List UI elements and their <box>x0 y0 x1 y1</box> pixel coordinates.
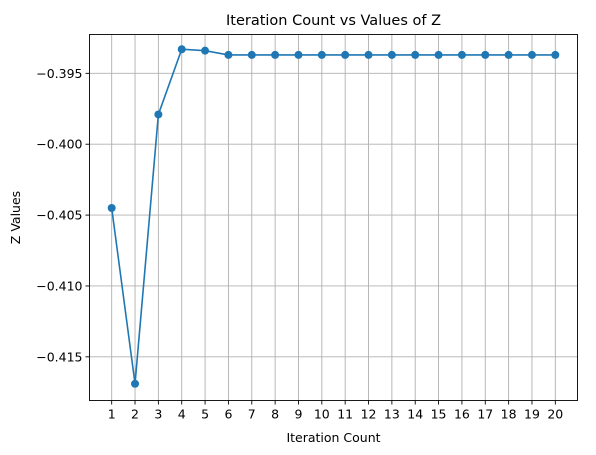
series-layer <box>107 45 560 388</box>
data-point <box>551 50 560 59</box>
data-point <box>364 50 373 59</box>
x-tick-label: 14 <box>407 407 423 422</box>
y-axis-label: Z Values <box>8 191 23 244</box>
y-tick-label: −0.415 <box>36 349 82 364</box>
x-tick-label: 16 <box>454 407 470 422</box>
series-line <box>110 48 556 384</box>
data-point <box>317 50 326 59</box>
x-tick-label: 5 <box>201 407 209 422</box>
x-tick-label: 6 <box>224 407 232 422</box>
x-tick-label: 1 <box>108 407 116 422</box>
data-point <box>341 50 350 59</box>
x-tick-label: 20 <box>547 407 563 422</box>
y-tick-label: −0.410 <box>36 278 82 293</box>
x-tick-label: 19 <box>524 407 540 422</box>
x-tick-label: 8 <box>271 407 279 422</box>
y-tick-label: −0.400 <box>36 137 82 152</box>
chart-title: Iteration Count vs Values of Z <box>226 13 441 29</box>
data-point <box>434 50 443 59</box>
x-tick-label: 15 <box>431 407 447 422</box>
x-tick-label: 18 <box>501 407 517 422</box>
data-point <box>457 50 466 59</box>
data-point <box>131 379 140 388</box>
data-point <box>154 110 163 119</box>
x-tick-label: 17 <box>477 407 493 422</box>
x-tick-label: 11 <box>337 407 353 422</box>
data-point <box>481 50 490 59</box>
data-point <box>224 50 233 59</box>
data-point <box>107 204 116 213</box>
x-tick-label: 13 <box>384 407 400 422</box>
x-tick-label: 2 <box>131 407 139 422</box>
x-tick-label: 10 <box>314 407 330 422</box>
x-tick-label: 9 <box>294 407 302 422</box>
data-point <box>527 50 536 59</box>
grid <box>89 34 578 401</box>
data-point <box>271 50 280 59</box>
data-point <box>177 45 186 54</box>
data-point <box>411 50 420 59</box>
data-point <box>294 50 303 59</box>
plot-frame <box>89 34 578 401</box>
x-tick-label: 3 <box>154 407 162 422</box>
data-point <box>247 50 256 59</box>
data-point <box>387 50 396 59</box>
x-axis-label: Iteration Count <box>286 430 380 445</box>
ticks: 1 2 3 4 5 6 7 8 9 10 11 12 13 14 15 16 17 18 19 20−0.415−0.… <box>36 66 563 422</box>
data-point <box>504 50 513 59</box>
x-tick-label: 4 <box>178 407 186 422</box>
x-tick-label: 7 <box>248 407 256 422</box>
y-tick-label: −0.395 <box>36 66 82 81</box>
x-tick-label: 12 <box>361 407 377 422</box>
data-point <box>201 46 210 55</box>
y-tick-label: −0.405 <box>36 208 82 223</box>
